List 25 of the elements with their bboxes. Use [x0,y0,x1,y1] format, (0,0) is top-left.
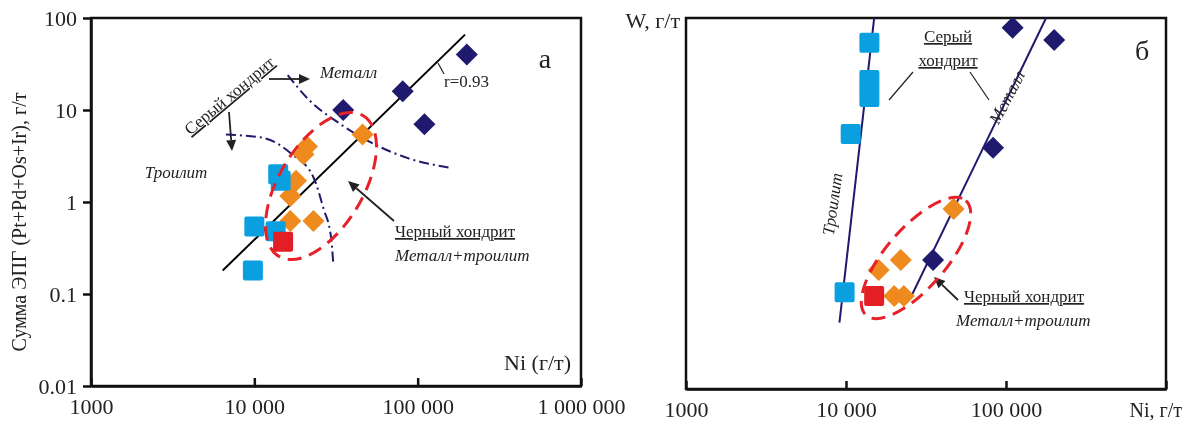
x-tick-label: 10 000 [816,396,877,422]
annotation: r=0.93 [444,72,489,91]
x-tick-label: 100 000 [382,393,454,419]
y-tick-label: 0.1 [49,281,77,307]
y-axis-title: Сумма ЭПГ (Pt+Pd+Os+Ir), г/т [8,92,31,352]
annotation: Троилит [818,171,847,237]
annotation: Черный хондрит [395,222,516,241]
annotation: Металл [319,63,378,82]
annotation: а [538,43,552,74]
x-axis-title: Ni, г/т [1129,399,1183,421]
x-tick-label: 1 000 000 [537,393,626,419]
y-tick-label: 10 [55,97,77,123]
annotation: б [1134,35,1150,66]
y-tick-label: 100 [44,5,77,31]
y-axis-title: W, г/т [625,8,681,33]
annotation: Троилит [144,163,208,182]
x-tick-label: 10 000 [224,393,286,419]
annotation: Металл+троилит [394,246,530,265]
x-axis-title: Ni (г/т) [504,350,571,375]
y-tick-label: 1 [66,189,77,215]
annotation: Серый хондрит [918,27,979,70]
x-tick-label: 100 000 [970,396,1043,422]
annotation: Металл+троилит [955,311,1091,330]
annotation: Черный хондрит [964,287,1085,306]
x-tick-label: 1000 [664,396,709,422]
